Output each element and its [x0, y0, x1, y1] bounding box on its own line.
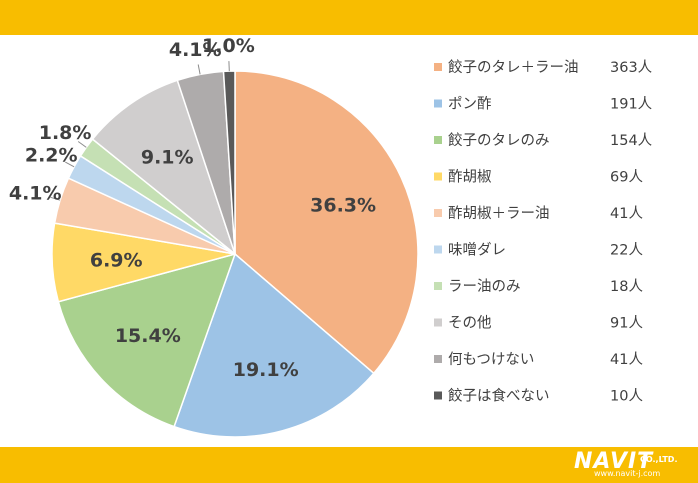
- logo-brand: NAVIT: [574, 449, 654, 474]
- legend-count: 22人: [610, 242, 643, 259]
- pie-chart: 36.3%19.1%15.4%6.9%4.1%2.2%1.8%9.1%4.1%1…: [9, 35, 652, 438]
- label-leader-line: [197, 64, 201, 75]
- pie-slice: [91, 79, 237, 257]
- label-leader-line: [50, 196, 61, 201]
- slice-percent-label: 19.1%: [233, 359, 299, 381]
- legend-count: 191人: [610, 96, 652, 113]
- pie-slice: [234, 70, 419, 375]
- logo-url: www.navit-j.com: [594, 469, 661, 478]
- logo-company: CO.,LTD.: [640, 455, 678, 464]
- slice-percent-label: 1.0%: [202, 35, 255, 57]
- legend-swatch: [434, 99, 442, 108]
- legend-label: 餃子のタレのみ: [448, 131, 550, 149]
- legend-label: その他: [448, 315, 492, 332]
- legend-swatch: [434, 209, 442, 217]
- slice-percent-label: 6.9%: [90, 250, 143, 272]
- top-banner: [0, 0, 698, 35]
- legend-label: 餃子のタレ＋ラー油: [448, 58, 579, 76]
- legend-label: ラー油のみ: [448, 278, 521, 295]
- label-leader-line: [65, 161, 75, 168]
- slice-percent-label: 36.3%: [310, 194, 376, 216]
- slice-percent-label: 4.1%: [169, 39, 222, 61]
- legend-count: 91人: [610, 315, 643, 332]
- legend-label: ポン酢: [448, 96, 492, 113]
- legend-label: 酢胡椒: [448, 169, 492, 186]
- slice-percent-label: 1.8%: [39, 122, 92, 144]
- legend-swatch: [434, 282, 442, 290]
- legend-count: 10人: [610, 388, 643, 405]
- slice-percent-label: 9.1%: [141, 146, 194, 168]
- legend-swatch: [434, 245, 442, 254]
- legend-label: 酢胡椒＋ラー油: [448, 205, 550, 222]
- legend-label: 何もつけない: [448, 351, 534, 368]
- slice-percent-label: 2.2%: [25, 145, 78, 167]
- pie-slice: [173, 252, 375, 438]
- legend-swatch: [434, 63, 442, 71]
- legend-count: 41人: [610, 351, 643, 368]
- legend-count: 18人: [610, 278, 643, 295]
- legend-count: 41人: [610, 205, 643, 222]
- legend-swatch: [434, 172, 442, 181]
- legend-swatch: [434, 355, 442, 363]
- bottom-banner: [0, 447, 698, 483]
- navit-logo: NAVIT CO.,LTD. www.navit-j.com: [574, 449, 692, 481]
- legend-swatch: [434, 318, 442, 327]
- legend-swatch: [434, 136, 442, 144]
- slice-percent-label: 4.1%: [9, 183, 62, 205]
- legend-count: 363人: [610, 59, 652, 76]
- label-leader-line: [77, 141, 87, 148]
- legend-swatch: [434, 391, 442, 400]
- slice-percent-label: 15.4%: [115, 325, 181, 347]
- legend-count: 154人: [610, 132, 652, 149]
- legend-count: 69人: [610, 169, 643, 186]
- legend-label: 餃子は食べない: [448, 387, 550, 405]
- legend-label: 味噌ダレ: [448, 242, 506, 259]
- pie-slice: [57, 252, 237, 428]
